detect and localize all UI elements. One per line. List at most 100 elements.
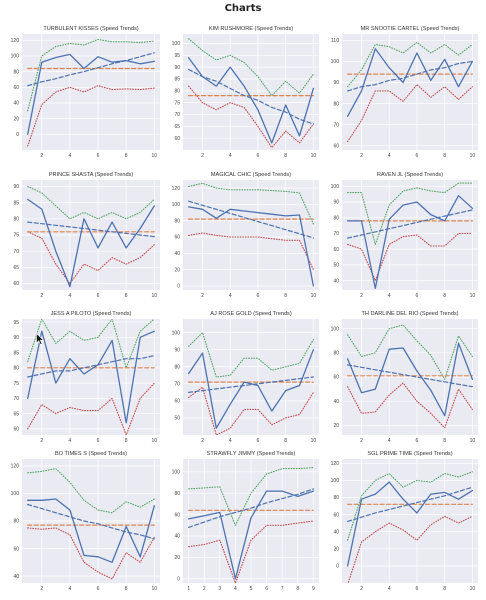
x-tick-label: 2 (201, 438, 204, 444)
x-tick-label: 6 (97, 293, 100, 299)
x-tick-label: 4 (229, 293, 232, 299)
series-line-upper (188, 467, 314, 526)
y-tick-label: 85 (13, 350, 19, 356)
plot-area (342, 459, 478, 583)
y-tick-label: 20 (174, 267, 180, 273)
y-tick-label: 40 (333, 278, 339, 284)
y-tick-label: 100 (172, 470, 181, 476)
series-group (27, 468, 155, 580)
mouse-cursor-icon (36, 333, 44, 345)
x-tick-label: 10 (152, 293, 158, 299)
y-tick-label: 120 (11, 38, 20, 44)
x-tick-label: 6 (257, 293, 260, 299)
y-tick-label: 0 (177, 284, 180, 290)
x-tick-label: 4 (388, 293, 391, 299)
x-tick-label: 6 (416, 438, 419, 444)
x-tick-label: 4 (388, 438, 391, 444)
y-tick-label: 80 (13, 366, 19, 372)
y-tick-label: 60 (13, 281, 19, 287)
series-line-lower (188, 85, 314, 149)
chart-panel: 0 20 40 60 80 100 120 2 4 6 8 10 MAGICAL CHIC (Speed… (172, 172, 319, 299)
x-tick-label: 8 (443, 586, 446, 592)
chart-panel: 60 65 70 75 80 85 90 95 2 4 6 8 10 JESS A PILOTO (Spe… (13, 311, 160, 444)
chart-panel: 0 20 40 60 80 100 120 2 4 6 8 10 TURBULENT KISSES (S… (11, 26, 160, 159)
series-line-trend (27, 52, 155, 87)
series-line-trend (188, 200, 314, 239)
plot-area (342, 34, 478, 150)
x-tick-label: 8 (125, 438, 128, 444)
y-tick-label: 60 (13, 427, 19, 433)
y-tick-label: 70 (13, 249, 19, 255)
y-tick-label: 80 (333, 215, 339, 221)
y-tick-label: 60 (174, 136, 180, 142)
plot-area (22, 34, 160, 150)
series-line-lower (27, 85, 155, 147)
x-tick-label: 3 (218, 586, 221, 592)
y-tick-label: 120 (172, 186, 181, 192)
chart-title: MAGICAL CHIC (Speed Trends) (211, 172, 291, 178)
x-tick-label: 8 (284, 153, 287, 159)
x-tick-label: 2 (360, 438, 363, 444)
series-line-actual (346, 342, 474, 417)
chart-panel: 20 40 60 80 100 2 4 6 8 10 TH DARLINE DEL RIO (Spe… (331, 311, 478, 444)
y-tick-label: 100 (172, 330, 181, 336)
y-tick-label: 70 (333, 231, 339, 237)
series-line-actual (27, 498, 155, 563)
x-tick-label: 10 (152, 438, 158, 444)
y-tick-label: 60 (333, 247, 339, 253)
series-group (27, 319, 155, 435)
x-tick-label: 2 (40, 153, 43, 159)
chart-panel: 0 20 40 60 80 100 120 2 4 6 8 10 SGL PRIME TIME (Spe… (331, 451, 478, 592)
chart-title: AJ ROSE GOLD (Speed Trends) (210, 311, 292, 317)
series-line-actual (187, 57, 315, 144)
y-tick-label: 100 (331, 478, 340, 484)
y-tick-label: 85 (13, 200, 19, 206)
x-tick-label: 8 (125, 293, 128, 299)
y-tick-label: 65 (13, 411, 19, 417)
series-line-actual (27, 53, 155, 135)
y-tick-label: 110 (331, 38, 339, 44)
x-tick-label: 4 (229, 153, 232, 159)
series-line-trend (27, 221, 155, 238)
series-line-lower (188, 520, 314, 583)
series-line-lower (347, 84, 473, 143)
chart-panel: 60 65 70 75 80 85 90 95 100 2 4 6 8 10 KIM RUSHMORE (S… (172, 26, 319, 159)
y-tick-label: 40 (333, 529, 339, 535)
x-tick-label: 6 (97, 438, 100, 444)
x-tick-label: 10 (470, 293, 476, 299)
x-tick-label: 2 (203, 586, 206, 592)
series-group (346, 182, 474, 290)
y-tick-label: 80 (174, 218, 180, 224)
x-tick-label: 6 (265, 586, 268, 592)
y-tick-label: 80 (13, 519, 19, 525)
x-tick-label: 10 (470, 153, 476, 159)
x-tick-label: 6 (257, 153, 260, 159)
x-tick-label: 10 (470, 438, 476, 444)
y-tick-label: 90 (333, 200, 339, 206)
y-tick-label: 50 (174, 416, 180, 422)
series-group (27, 185, 155, 288)
series-line-lower (27, 527, 155, 580)
y-tick-label: 60 (333, 143, 339, 149)
series-line-trend (188, 488, 314, 529)
x-tick-label: 10 (152, 586, 158, 592)
series-line-upper (27, 38, 155, 112)
x-tick-label: 8 (443, 293, 446, 299)
y-tick-label: 120 (331, 461, 340, 467)
y-tick-label: 100 (331, 184, 340, 190)
x-tick-label: 9 (312, 586, 315, 592)
y-tick-label: 65 (174, 124, 180, 130)
series-line-upper (27, 319, 155, 369)
y-tick-label: 70 (333, 122, 339, 128)
y-tick-label: 95 (13, 320, 19, 326)
x-tick-label: 6 (97, 153, 100, 159)
y-tick-label: 85 (174, 77, 180, 83)
y-tick-label: 50 (333, 263, 339, 269)
y-tick-label: 100 (11, 491, 20, 497)
plot-area (22, 319, 160, 435)
x-tick-label: 2 (40, 438, 43, 444)
y-tick-label: 120 (11, 464, 20, 470)
x-tick-label: 7 (281, 586, 284, 592)
series-line-actual (187, 349, 315, 429)
series-line-trend (27, 503, 155, 540)
